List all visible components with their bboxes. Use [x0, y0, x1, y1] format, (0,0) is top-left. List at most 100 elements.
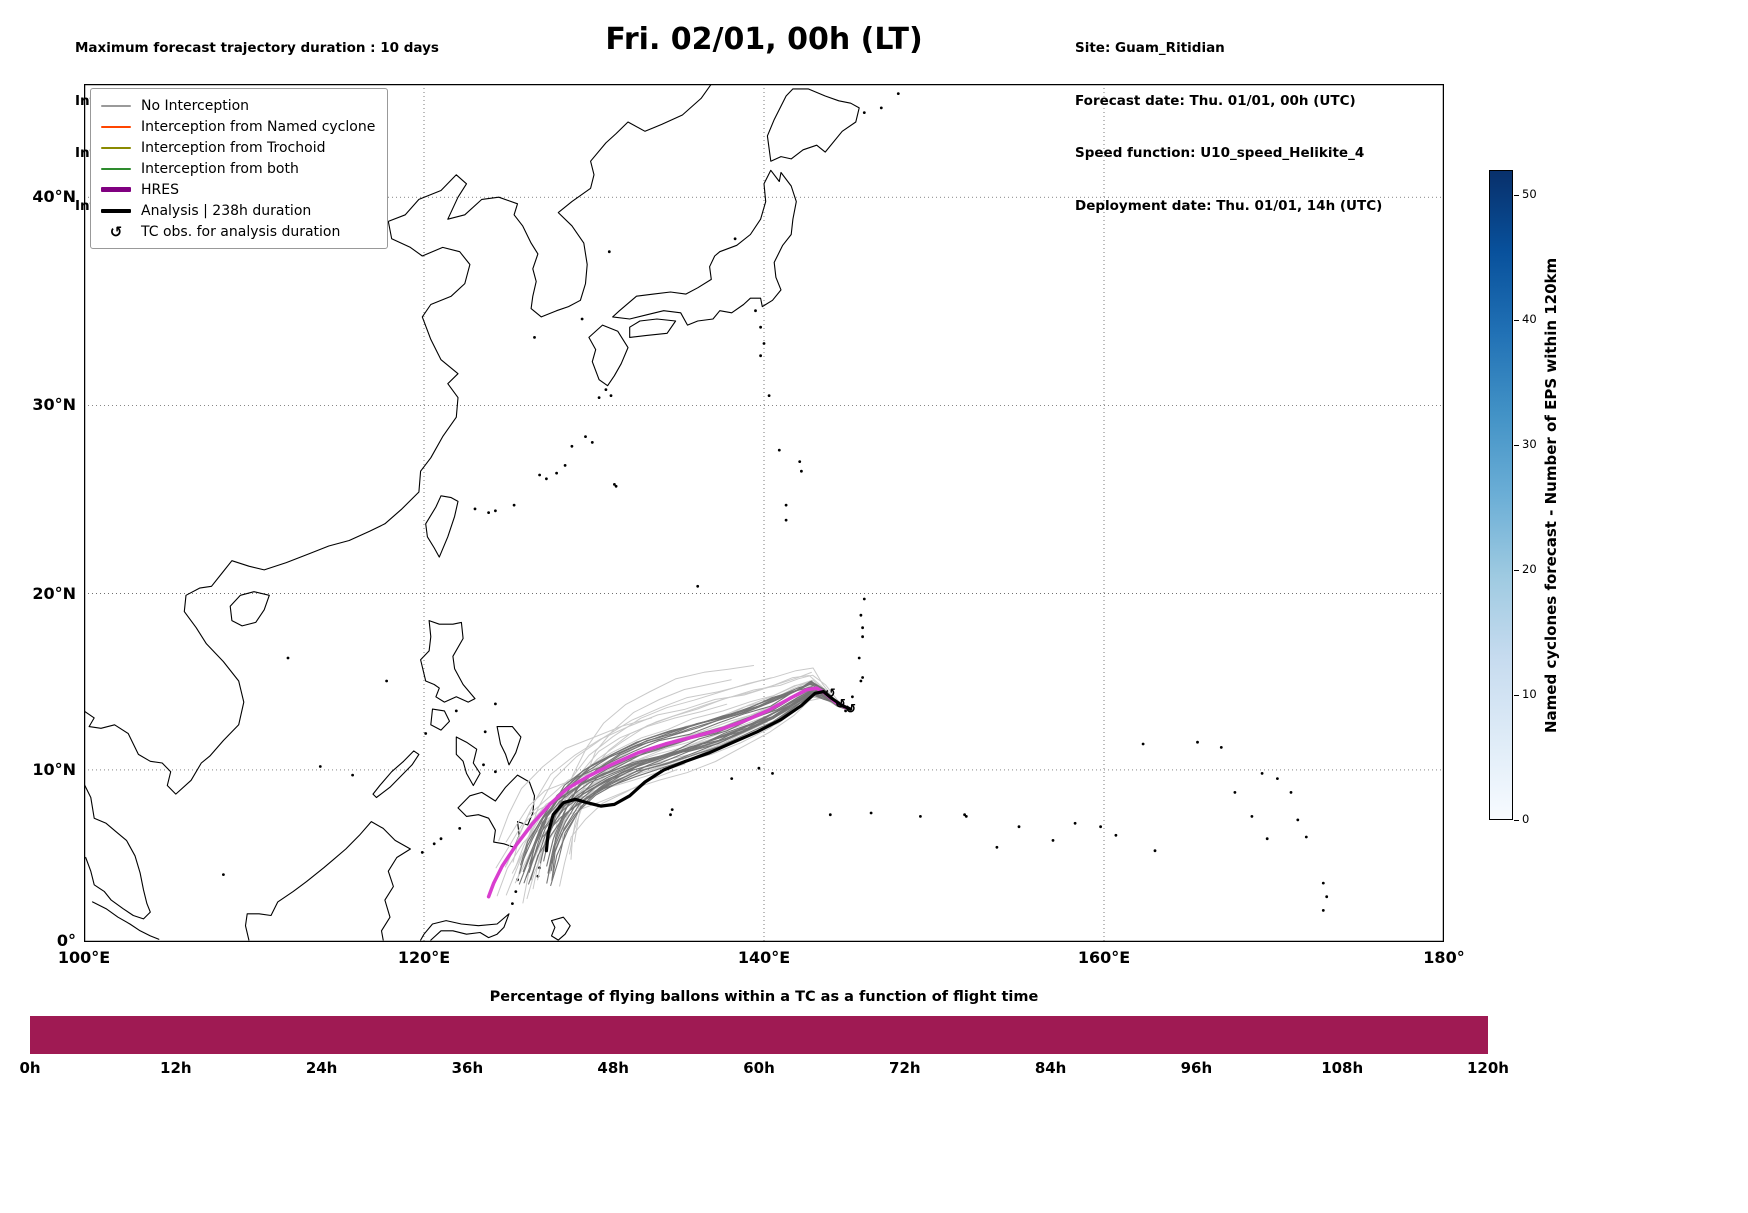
island-dot: [511, 902, 514, 905]
island-dot: [1017, 825, 1021, 829]
island-dot: [1276, 777, 1279, 780]
island-dot: [1296, 818, 1300, 822]
flight-time-tick-label: 96h: [1180, 1059, 1213, 1077]
island-dot: [767, 394, 771, 397]
hres-trajectory: [486, 686, 848, 899]
legend-item-label: Interception from Named cyclone: [141, 118, 376, 135]
coastline: [550, 916, 571, 941]
island-dot: [754, 309, 757, 313]
island-dot: [861, 676, 864, 679]
ensemble-trajectory: [528, 680, 850, 873]
island-dot: [555, 471, 558, 475]
x-axis-tick-label: 120°E: [397, 948, 451, 967]
island-dot: [1250, 815, 1254, 818]
island-dot: [861, 635, 864, 639]
island-dot: [613, 483, 616, 486]
island-dot: [1304, 835, 1308, 839]
y-axis-tick-label: 0°: [56, 931, 76, 950]
island-dot: [869, 811, 873, 815]
island-dot: [584, 435, 587, 438]
ensemble-trajectory: [520, 692, 849, 866]
ensemble-trajectory: [495, 697, 851, 869]
island-dot: [1289, 791, 1293, 794]
analysis-trajectory: [544, 690, 853, 853]
coastline: [457, 774, 536, 848]
flight-time-tick-label: 36h: [451, 1059, 484, 1077]
legend-item: Interception from Trochoid: [101, 137, 375, 158]
ensemble-trajectory: [516, 677, 772, 882]
island-dot: [538, 473, 541, 477]
coastline: [455, 736, 481, 787]
colorbar-tick-label: 40: [1522, 312, 1537, 326]
island-dot: [597, 396, 601, 399]
deployment-date-text: Deployment date: Thu. 01/01, 14h (UTC): [1075, 197, 1383, 214]
flight-time-tick-label: 60h: [743, 1059, 775, 1077]
flight-time-tick-label: 12h: [160, 1059, 192, 1077]
legend-item-label: Interception from both: [141, 160, 299, 177]
island-dot: [1260, 772, 1264, 775]
x-axis-tick-label: 180°: [1423, 948, 1465, 967]
island-dot: [696, 584, 700, 588]
y-axis-tick-label: 40°N: [32, 187, 76, 207]
island-dot: [859, 613, 863, 617]
y-axis-tick-label: 20°N: [32, 583, 76, 603]
legend-line-swatch: [101, 167, 131, 170]
island-dot: [614, 484, 618, 488]
island-dot: [609, 394, 613, 397]
island-dot: [580, 317, 584, 321]
island-dot: [757, 766, 761, 770]
trajectory-map: ↺ ↺ ↺: [84, 84, 1444, 942]
legend-item-label: Analysis | 238h duration: [141, 202, 312, 219]
island-dot: [862, 111, 866, 114]
legend-line-swatch: [101, 104, 131, 107]
site-info-block: Site: Guam_Ritidian Forecast date: Thu. …: [1075, 5, 1382, 233]
coastline: [588, 324, 629, 387]
colorbar-tick: [1514, 319, 1519, 321]
ensemble-trajectory: [550, 689, 852, 872]
legend-line-swatch: [101, 146, 131, 149]
island-dot: [351, 773, 354, 777]
tc-obs-symbol-icon: ↺: [109, 222, 123, 241]
island-dot: [483, 730, 487, 734]
island-dots: [222, 92, 1329, 912]
forecast-date-text: Forecast date: Thu. 01/01, 00h (UTC): [1075, 92, 1356, 109]
coastline: [425, 495, 459, 558]
colorbar-tick-label: 0: [1522, 812, 1530, 826]
coastline: [420, 913, 510, 941]
tc-obs-marker: ↺: [845, 702, 856, 717]
island-dot: [494, 770, 497, 774]
island-dot: [896, 92, 900, 95]
flight-time-tick-label: 72h: [889, 1059, 921, 1077]
island-dot: [385, 679, 388, 683]
map-canvas: ↺ ↺ ↺: [84, 84, 1444, 942]
island-dot: [604, 388, 608, 391]
island-dot: [964, 815, 968, 818]
island-dot: [1051, 839, 1055, 842]
island-dot: [771, 772, 774, 775]
island-dot: [800, 469, 803, 473]
island-dot: [458, 827, 462, 830]
flight-time-tick-label: 24h: [305, 1059, 338, 1077]
island-dot: [963, 813, 966, 817]
island-dot: [730, 777, 734, 780]
island-dot: [420, 851, 424, 854]
island-dot: [844, 709, 847, 713]
island-dot: [670, 808, 674, 811]
island-dot: [733, 237, 737, 241]
island-dot: [545, 477, 548, 481]
x-axis-tick-label: 160°E: [1077, 948, 1131, 967]
island-dot: [759, 354, 762, 358]
island-dot: [482, 763, 485, 767]
tc-obs-marker: ↺: [825, 686, 836, 701]
island-dot: [861, 626, 864, 630]
coastline: [244, 821, 411, 941]
island-dot: [1073, 821, 1077, 825]
island-dot: [590, 441, 594, 444]
legend-line-swatch: [101, 187, 131, 192]
flight-time-tick-label: 120h: [1467, 1059, 1509, 1077]
legend-item: Interception from both: [101, 158, 375, 179]
island-dot: [494, 702, 497, 706]
legend-item-label: TC obs. for analysis duration: [141, 223, 341, 240]
island-dot: [1325, 895, 1329, 899]
island-dot: [563, 464, 567, 467]
